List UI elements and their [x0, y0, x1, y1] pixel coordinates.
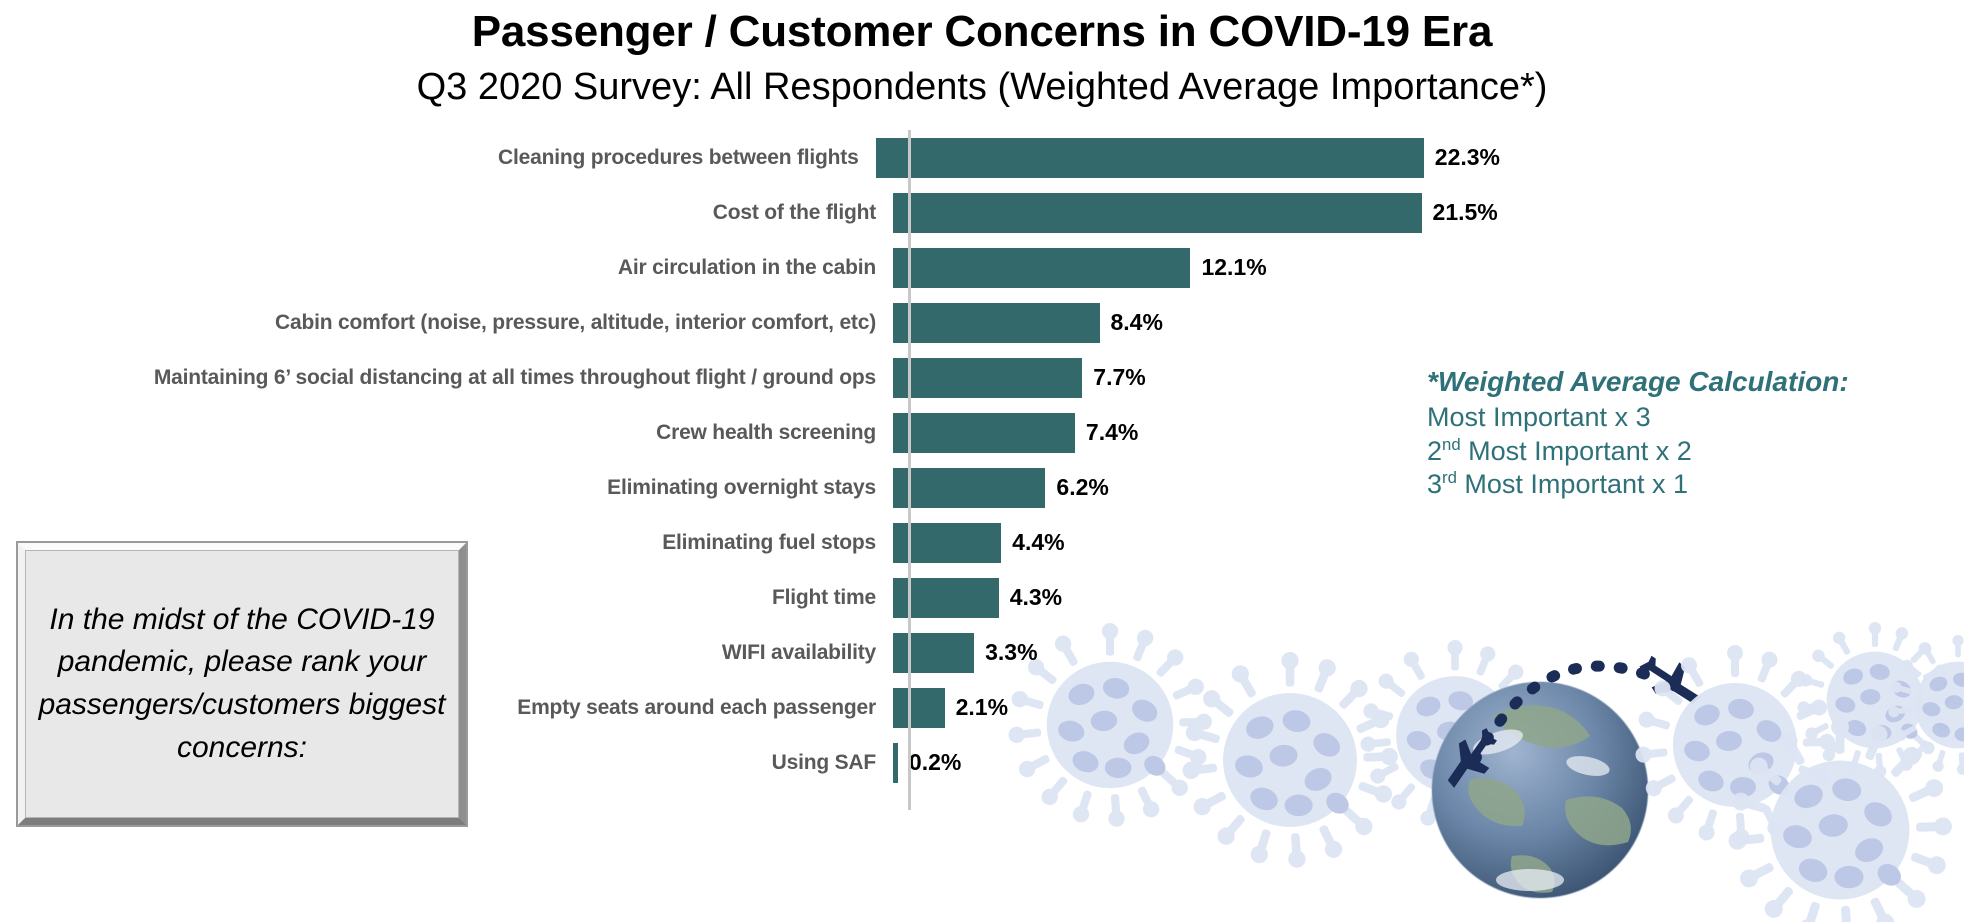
question-callout-box: In the midst of the COVID-19 pandemic, p… [16, 541, 468, 827]
bar-track: 0.2% [890, 735, 1500, 790]
bar-chart-row: Air circulation in the cabin 12.1% [0, 240, 1500, 295]
bar-value-label: 21.5% [1432, 199, 1498, 225]
bar-value-label: 7.4% [1085, 419, 1139, 445]
bar [893, 302, 1100, 343]
bar-category-label: Flight time [772, 585, 876, 609]
bar [893, 412, 1075, 453]
bar-chart-row: Cabin comfort (noise, pressure, altitude… [0, 295, 1500, 350]
bar-value-label: 3.3% [985, 639, 1038, 665]
bar-category-label: Empty seats around each passenger [517, 695, 876, 719]
title-block: Passenger / Customer Concerns in COVID-1… [0, 0, 1964, 111]
bar-value-label: 4.4% [1012, 529, 1065, 555]
bar-chart-row: Maintaining 6’ social distancing at all … [0, 350, 1500, 405]
bar-category-label: Eliminating overnight stays [607, 475, 876, 499]
bar-track: 6.2% [890, 460, 1500, 515]
bar-chart-row: Using SAF 0.2% [0, 735, 1500, 790]
bar-track: 2.1% [890, 680, 1500, 735]
bar-chart: Cleaning procedures between flights 22.3%… [0, 130, 1500, 830]
question-callout-text: In the midst of the COVID-19 pandemic, p… [38, 602, 446, 764]
bar [875, 137, 1424, 178]
bar-value-label: 12.1% [1201, 254, 1267, 280]
bar-value-label: 22.3% [1434, 144, 1500, 170]
airplane-icon [1634, 644, 1707, 718]
bar-track: 4.4% [890, 515, 1500, 570]
bar-chart-rows: Cleaning procedures between flights 22.3%… [0, 130, 1500, 790]
bar-track: 22.3% [873, 130, 1500, 185]
bar-value-label: 2.1% [955, 694, 1009, 720]
bar [893, 357, 1083, 398]
bar-track: 7.7% [890, 350, 1500, 405]
bar-value-label: 7.7% [1093, 364, 1146, 390]
weighted-average-line-3-suffix: rd [1442, 468, 1457, 488]
bar-category-label: Crew health screening [656, 420, 876, 444]
weighted-average-line-2: 2nd Most Important x 2 [1427, 435, 1849, 469]
bar-category-label: Cleaning procedures between flights [498, 145, 859, 169]
chart-axis [908, 130, 911, 810]
weighted-average-line-2-suffix: nd [1442, 434, 1461, 454]
bar-chart-row: Eliminating overnight stays 6.2% [0, 460, 1500, 515]
weighted-average-line-1: Most Important x 3 [1427, 401, 1651, 432]
page-subtitle: Q3 2020 Survey: All Respondents (Weighte… [416, 65, 1548, 108]
weighted-average-line-3-prefix: 3 [1427, 469, 1443, 500]
bar-track: 12.1% [890, 240, 1500, 295]
virus-icon [1635, 645, 1836, 845]
bar-chart-row: Crew health screening 7.4% [0, 405, 1500, 460]
virus-icon [1888, 635, 1964, 775]
bar-value-label: 8.4% [1110, 309, 1163, 335]
bar-category-label: Cost of the flight [712, 200, 876, 224]
virus-icon [1728, 718, 1953, 922]
bar-category-label: Using SAF [771, 750, 877, 774]
bar-chart-row: Empty seats around each passenger 2.1% [0, 680, 1500, 735]
bar-category-label: Cabin comfort (noise, pressure, altitude… [275, 310, 876, 334]
bar [893, 632, 975, 673]
bar-track: 8.4% [890, 295, 1500, 350]
bar-category-label: Maintaining 6’ social distancing at all … [153, 365, 876, 389]
bar-category-label: WIFI availability [721, 640, 876, 664]
bar [893, 687, 945, 728]
bar [893, 742, 898, 783]
flight-path-arc [1469, 660, 1666, 766]
weighted-average-line-3: 3rd Most Important x 1 [1427, 468, 1849, 502]
weighted-average-note: *Weighted Average Calculation: Most Impo… [1427, 363, 1849, 502]
bar-chart-row: Cleaning procedures between flights 22.3% [0, 130, 1500, 185]
bar-value-label: 6.2% [1056, 474, 1109, 500]
weighted-average-line-2-rest: Most Important x 2 [1460, 435, 1692, 466]
bar-track: 3.3% [890, 625, 1500, 680]
bar-track: 21.5% [890, 185, 1500, 240]
bar [893, 467, 1046, 508]
bar-value-label: 0.2% [908, 749, 962, 775]
bar [893, 192, 1422, 233]
bar-chart-row: WIFI availability 3.3% [0, 625, 1500, 680]
bar-track: 7.4% [890, 405, 1500, 460]
bar [893, 247, 1191, 288]
weighted-average-line-2-prefix: 2 [1427, 435, 1443, 466]
bar-value-label: 4.3% [1009, 584, 1063, 610]
bar-chart-row: Cost of the flight 21.5% [0, 185, 1500, 240]
virus-icon [1797, 622, 1953, 778]
bar-category-label: Eliminating fuel stops [662, 530, 876, 554]
bar [893, 522, 1002, 563]
weighted-average-title: *Weighted Average Calculation: [1427, 366, 1849, 397]
weighted-average-line-3-rest: Most Important x 1 [1456, 469, 1689, 500]
bar-track: 4.3% [890, 570, 1500, 625]
page-title: Passenger / Customer Concerns in COVID-1… [471, 7, 1493, 56]
bar-category-label: Air circulation in the cabin [617, 255, 876, 279]
bar-chart-row: Eliminating fuel stops 4.4% [0, 515, 1500, 570]
